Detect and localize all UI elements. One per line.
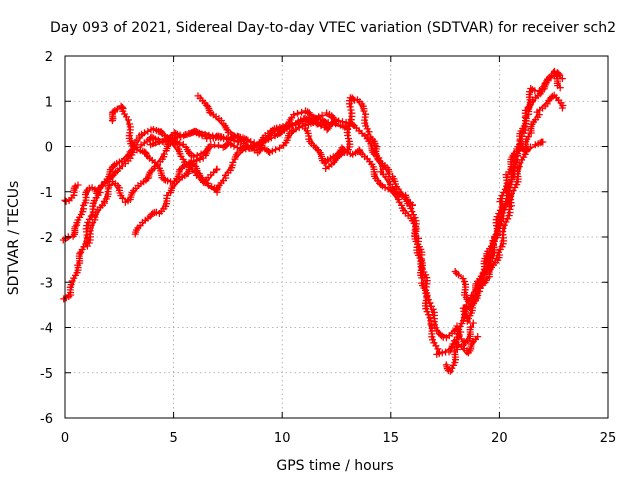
y-tick-label: -5 bbox=[40, 367, 53, 382]
series-track-14 bbox=[473, 91, 567, 294]
y-tick-label: 0 bbox=[45, 141, 53, 156]
series-markers bbox=[83, 136, 210, 250]
y-tick-label: -6 bbox=[40, 412, 53, 427]
x-tick-label: 0 bbox=[61, 431, 69, 446]
y-tick-label: -4 bbox=[40, 322, 53, 337]
series-markers bbox=[302, 124, 477, 349]
y-tick-label: -3 bbox=[40, 276, 53, 291]
series-track-11 bbox=[442, 138, 547, 375]
y-axis-label: SDTVAR / TECUs bbox=[6, 181, 22, 296]
x-tick-label: 25 bbox=[600, 431, 617, 446]
tick-layer: 0 5 10 15 20 25 -6 -5 -4 -3 -2 -1 0 1 2 bbox=[40, 50, 616, 446]
y-tick-label: 1 bbox=[45, 95, 53, 110]
series-markers bbox=[442, 138, 547, 375]
y-tick-label: -1 bbox=[40, 186, 53, 201]
series-track-13 bbox=[461, 67, 564, 315]
x-tick-label: 20 bbox=[491, 431, 508, 446]
x-tick-label: 10 bbox=[274, 431, 291, 446]
data-layer bbox=[59, 67, 567, 375]
series-markers bbox=[322, 94, 482, 358]
x-tick-label: 15 bbox=[383, 431, 400, 446]
chart-title: Day 093 of 2021, Sidereal Day-to-day VTE… bbox=[50, 20, 616, 36]
x-tick-label: 5 bbox=[169, 431, 177, 446]
series-markers bbox=[473, 91, 567, 294]
y-tick-label: -2 bbox=[40, 231, 53, 246]
series-markers bbox=[461, 67, 564, 315]
x-axis-label: GPS time / hours bbox=[276, 458, 393, 474]
y-tick-label: 2 bbox=[45, 50, 53, 65]
series-track-10 bbox=[302, 124, 477, 349]
series-track-9 bbox=[322, 94, 482, 358]
series-track-4 bbox=[83, 136, 210, 250]
